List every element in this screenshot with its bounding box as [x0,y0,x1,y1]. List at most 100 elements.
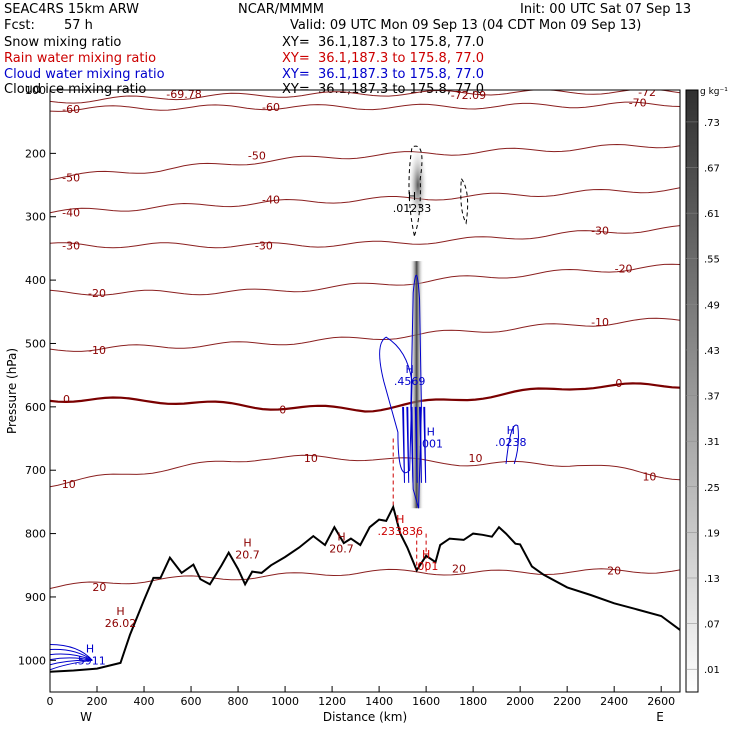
maximum-value: 26.02 [105,617,137,630]
isotherm-line [50,101,680,112]
y-tick-label: 600 [25,401,46,414]
y-tick-label: 400 [25,274,46,287]
maximum-marker: H [427,426,435,439]
cloud-water-contour [50,659,93,671]
x-axis-label: Distance (km) [323,710,407,724]
isotherm-line [50,263,680,296]
x-tick-label: 2400 [600,695,628,708]
maximum-marker: H [243,537,251,550]
isotherm-line [50,90,680,104]
cloud-water-contour [50,643,93,661]
colorbar-label: .37 [704,392,720,403]
maximum-value: .5911 [74,654,106,667]
y-tick-label: 800 [25,528,46,541]
field-cloudwater-xy: XY= 36.1,187.3 to 175.8, 77.0 [282,67,485,82]
colorbar-label: .73 [704,118,720,129]
maximum-value: .0238 [495,436,527,449]
x-tick-label: 600 [181,695,202,708]
forecast-hours: 57 h [64,18,93,33]
maximum-value: .4569 [394,375,426,388]
isotherm-label: -40 [62,206,80,219]
isotherm-label: 20 [92,581,106,594]
isotherm-label: 20 [607,564,621,577]
isotherm-label: -60 [262,101,280,114]
cloud-water-contour [379,336,413,474]
x-tick-label: 2200 [553,695,581,708]
cloud-water-contour [423,406,427,483]
maximum-value: 20.7 [329,542,354,555]
valid-time: Valid: 09 UTC Mon 09 Sep 13 (04 CDT Mon … [290,18,642,33]
maximum-marker: H [507,424,515,437]
isotherm-label: -69.78 [166,88,201,101]
x-tick-label: 1600 [412,695,440,708]
x-tick-label: 0 [47,695,54,708]
cloud-water-contour [402,406,405,483]
cloud-water-contour [50,657,93,661]
isotherm-label: 10 [304,452,318,465]
isotherm-line [50,143,680,181]
isotherm-label: 10 [468,452,482,465]
maximum-marker: H [422,548,430,561]
model-name: SEAC4RS 15km ARW [4,2,140,17]
isotherm-label: -10 [591,316,609,329]
isotherm-label: 10 [62,478,76,491]
field-rain-xy: XY= 36.1,187.3 to 175.8, 77.0 [282,51,485,66]
x-tick-label: 1800 [459,695,487,708]
y-tick-label: 100 [25,84,46,97]
maximum-value: .001 [414,560,439,573]
organization: NCAR/MMMM [238,2,324,17]
maximum-marker: H [116,605,124,618]
snow-contour [408,145,423,236]
cloud-water-contour [406,406,410,483]
y-tick-label: 900 [25,591,46,604]
colorbar-label: .25 [704,483,720,494]
maximum-value: .233836 [378,525,424,538]
maximum-marker: H [406,363,414,376]
rain-contour [416,533,427,572]
colorbar-label: .13 [704,574,720,585]
maximum-marker: H [86,642,94,655]
colorbar-label: .67 [704,164,720,175]
maximum-value: 20.7 [235,549,260,562]
snow-contour [460,178,469,225]
colorbar-label: .43 [704,346,720,357]
isotherm-label: -50 [248,149,266,162]
x-tick-label: 1200 [318,695,346,708]
x-tick-label: 2000 [506,695,534,708]
init-time: Init: 00 UTC Sat 07 Sep 13 [520,2,692,17]
x-tick-label: 400 [134,695,155,708]
isotherm-label: -30 [62,239,80,252]
isotherm-label: 10 [642,471,656,484]
x-tick-label: 200 [87,695,108,708]
cloud-water-contour [410,274,422,509]
colorbar-label: .01 [704,665,720,676]
isotherm-label: 0 [615,377,622,390]
field-cloudwater-label: Cloud water mixing ratio [4,67,165,82]
isotherm-label: 0 [63,393,70,406]
isotherm-label: -10 [88,344,106,357]
forecast-label: Fcst: [4,18,35,33]
maximum-marker: H [408,190,416,203]
cloud-water-contour [419,406,422,483]
colorbar-label: .07 [704,620,720,631]
isotherm-line [50,568,680,589]
isotherm-label: -60 [62,103,80,116]
colorbar-label: .61 [704,209,720,220]
y-tick-label: 500 [25,337,46,350]
isotherm-label: -50 [62,171,80,184]
field-rain-label: Rain water mixing ratio [4,51,157,66]
y-tick-label: 200 [25,147,46,160]
colorbar [685,89,699,693]
y-tick-label: 1000 [18,654,46,667]
colorbar-label: .55 [704,255,720,266]
x-tick-label: 1400 [365,695,393,708]
maximum-value: .01233 [393,202,432,215]
x-tick-label: 800 [228,695,249,708]
isotherm-label: 0 [279,403,286,416]
plot-frame [49,89,681,693]
snow-mixing-ratio-shade [407,143,428,228]
isotherm-label: 20 [452,562,466,575]
isotherm-label: -72 [638,86,656,99]
